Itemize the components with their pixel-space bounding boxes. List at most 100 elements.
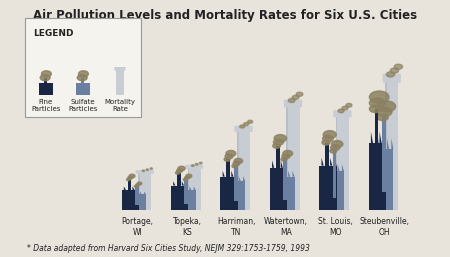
Circle shape [142, 170, 144, 171]
FancyBboxPatch shape [122, 190, 139, 210]
Polygon shape [220, 171, 238, 177]
FancyBboxPatch shape [138, 173, 140, 210]
Circle shape [390, 68, 399, 73]
Circle shape [134, 185, 137, 187]
FancyBboxPatch shape [336, 116, 338, 210]
Circle shape [288, 98, 295, 103]
Circle shape [199, 162, 202, 164]
Circle shape [240, 125, 245, 128]
FancyBboxPatch shape [135, 170, 154, 174]
FancyBboxPatch shape [76, 83, 90, 95]
FancyBboxPatch shape [320, 166, 337, 210]
Circle shape [41, 71, 51, 77]
FancyBboxPatch shape [114, 67, 126, 70]
FancyBboxPatch shape [333, 110, 351, 117]
FancyBboxPatch shape [39, 83, 53, 95]
Circle shape [274, 135, 287, 142]
Text: Watertown,
MA: Watertown, MA [264, 217, 308, 237]
FancyBboxPatch shape [382, 117, 386, 192]
Circle shape [346, 103, 352, 107]
FancyBboxPatch shape [138, 173, 151, 210]
FancyBboxPatch shape [179, 190, 196, 210]
FancyBboxPatch shape [234, 126, 253, 132]
FancyBboxPatch shape [127, 180, 131, 204]
Circle shape [77, 75, 87, 81]
FancyBboxPatch shape [325, 143, 329, 197]
FancyBboxPatch shape [188, 168, 189, 210]
Text: Harriman,
TN: Harriman, TN [217, 217, 256, 237]
FancyBboxPatch shape [276, 146, 279, 197]
FancyBboxPatch shape [237, 131, 250, 210]
Text: * Data adapted from Harvard Six Cities Study, NEJM 329:1753-1759, 1993: * Data adapted from Harvard Six Cities S… [27, 244, 310, 253]
Circle shape [282, 154, 290, 159]
FancyBboxPatch shape [284, 100, 302, 107]
Polygon shape [376, 138, 393, 149]
FancyBboxPatch shape [333, 151, 337, 198]
Polygon shape [171, 181, 189, 186]
Polygon shape [320, 158, 337, 166]
Circle shape [332, 141, 343, 148]
Circle shape [273, 144, 280, 148]
Circle shape [225, 154, 233, 159]
Circle shape [150, 168, 153, 169]
Polygon shape [277, 171, 295, 177]
Circle shape [378, 107, 392, 116]
Text: Steubenville,
OH: Steubenville, OH [360, 217, 410, 237]
Circle shape [129, 174, 135, 178]
FancyBboxPatch shape [184, 180, 188, 204]
Circle shape [232, 164, 237, 168]
FancyBboxPatch shape [188, 168, 201, 210]
Circle shape [126, 178, 130, 181]
Polygon shape [122, 186, 139, 190]
FancyBboxPatch shape [385, 82, 387, 210]
FancyBboxPatch shape [270, 168, 287, 210]
Text: Topeka,
KS: Topeka, KS [173, 217, 202, 237]
Circle shape [146, 169, 148, 170]
FancyBboxPatch shape [286, 107, 288, 210]
Circle shape [323, 131, 336, 139]
Polygon shape [228, 176, 245, 181]
Circle shape [387, 72, 395, 77]
Circle shape [331, 145, 340, 150]
Circle shape [323, 135, 333, 142]
Circle shape [322, 140, 330, 145]
Text: Mortality
Rate: Mortality Rate [104, 99, 135, 112]
Circle shape [184, 176, 189, 179]
Circle shape [377, 114, 388, 121]
Circle shape [136, 184, 140, 186]
Polygon shape [179, 186, 196, 190]
FancyBboxPatch shape [44, 78, 47, 93]
Text: Fine
Particles: Fine Particles [31, 99, 61, 112]
FancyBboxPatch shape [129, 194, 146, 210]
FancyBboxPatch shape [81, 78, 84, 93]
Circle shape [137, 182, 142, 185]
Circle shape [274, 139, 284, 145]
FancyBboxPatch shape [369, 143, 386, 210]
FancyBboxPatch shape [185, 165, 203, 169]
Polygon shape [327, 164, 344, 171]
Circle shape [177, 169, 183, 172]
FancyBboxPatch shape [286, 107, 300, 210]
Circle shape [369, 105, 381, 113]
Circle shape [369, 98, 385, 108]
FancyBboxPatch shape [376, 149, 393, 210]
FancyBboxPatch shape [277, 177, 295, 210]
Text: Sulfate
Particles: Sulfate Particles [68, 99, 98, 112]
Circle shape [369, 91, 389, 103]
Circle shape [178, 166, 185, 171]
FancyBboxPatch shape [382, 74, 401, 83]
Text: Portage,
WI: Portage, WI [122, 217, 154, 237]
Circle shape [296, 92, 303, 96]
Circle shape [226, 150, 236, 157]
Polygon shape [129, 192, 146, 194]
Circle shape [195, 163, 198, 165]
Circle shape [78, 71, 88, 77]
Polygon shape [270, 160, 287, 168]
FancyBboxPatch shape [135, 186, 139, 205]
Circle shape [394, 64, 403, 69]
Circle shape [224, 158, 230, 161]
FancyBboxPatch shape [237, 131, 238, 210]
Circle shape [191, 165, 194, 166]
FancyBboxPatch shape [374, 109, 378, 190]
Circle shape [292, 95, 299, 99]
